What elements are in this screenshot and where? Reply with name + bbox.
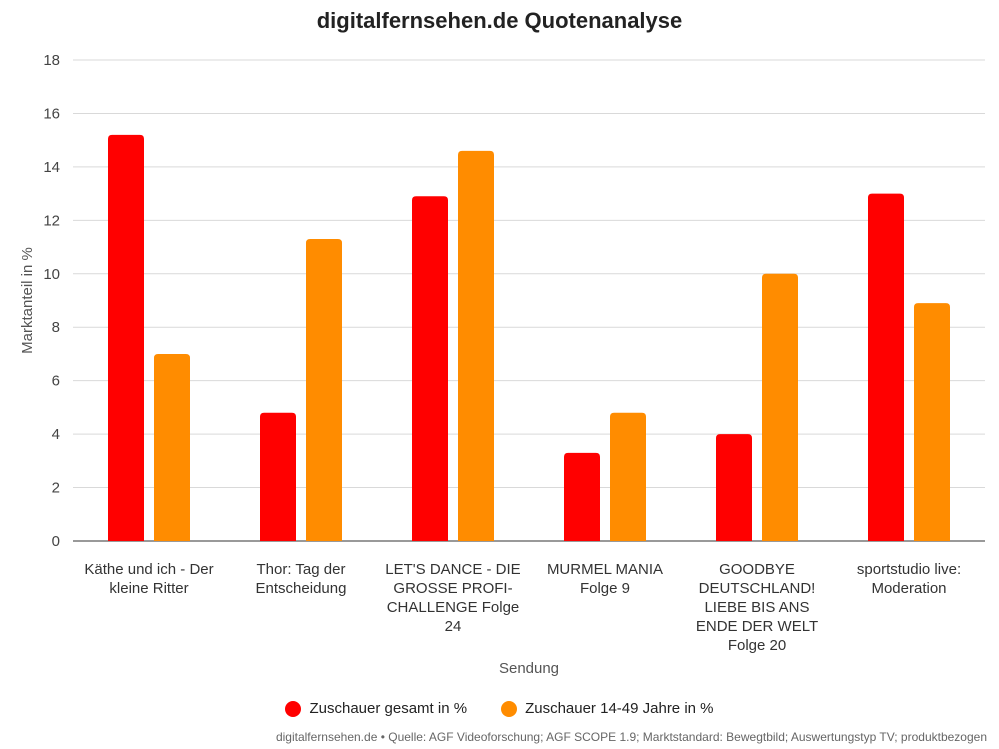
legend-swatch-total	[285, 700, 302, 717]
y-axis-ticks: 0 2 4 6 8 10 12 14 16 18	[43, 52, 60, 550]
x-category-label: MURMEL MANIA Folge 9	[547, 561, 663, 597]
bar-14-49-2[interactable]	[458, 150, 494, 541]
bar-14-49-1[interactable]	[306, 239, 342, 542]
y-axis-title: Marktanteil in %	[19, 247, 36, 354]
bar-14-49-5[interactable]	[914, 303, 950, 541]
y-tick-label: 0	[52, 533, 60, 550]
x-category-label: LET'S DANCE - DIE GROSSE PROFI-CHALLENGE …	[385, 561, 520, 635]
y-tick-label: 2	[52, 480, 60, 497]
bars	[108, 134, 950, 542]
y-tick-label: 14	[43, 159, 60, 176]
x-category-label: sportstudio live: Moderation	[857, 561, 961, 597]
y-tick-label: 8	[52, 319, 60, 336]
legend-swatch-14-49	[501, 700, 518, 717]
bar-gesamt-0[interactable]	[108, 134, 144, 542]
y-tick-label: 18	[43, 52, 60, 69]
x-category-label: GOODBYE DEUTSCHLAND! LIEBE BIS ANS ENDE DER…	[696, 561, 818, 654]
x-axis-categories: Käthe und ich - Der kleine Ritter Thor: Ta…	[84, 561, 961, 654]
legend-item-total[interactable]: Zuschauer gesamt in %	[285, 700, 467, 717]
y-tick-label: 4	[52, 426, 60, 443]
y-tick-label: 6	[52, 373, 60, 390]
bar-gesamt-4[interactable]	[716, 434, 752, 541]
bar-gesamt-3[interactable]	[564, 452, 600, 541]
y-tick-label: 10	[43, 266, 60, 283]
y-tick-label: 12	[43, 212, 60, 229]
x-category-label: Thor: Tag der Entscheidung	[256, 561, 347, 597]
bar-gesamt-1[interactable]	[260, 412, 296, 541]
x-axis-title: Sendung	[499, 660, 559, 677]
legend-label-14-49: Zuschauer 14-49 Jahre in %	[525, 700, 714, 717]
x-category-label: Käthe und ich - Der kleine Ritter	[84, 561, 213, 597]
legend-item-14-49[interactable]: Zuschauer 14-49 Jahre in %	[501, 700, 714, 717]
y-tick-label: 16	[43, 105, 60, 122]
bar-gesamt-2[interactable]	[412, 196, 448, 542]
bar-14-49-0[interactable]	[154, 353, 190, 541]
grid-lines	[73, 59, 985, 542]
bar-gesamt-5[interactable]	[868, 193, 904, 541]
source-note: digitalfernsehen.de • Quelle: AGF Videof…	[275, 730, 987, 744]
bar-14-49-4[interactable]	[762, 273, 798, 541]
legend-label-total: Zuschauer gesamt in %	[309, 700, 468, 717]
legend: Zuschauer gesamt in % Zuschauer 14-49 Ja…	[0, 700, 999, 717]
chart-title: digitalfernsehen.de Quotenanalyse	[316, 8, 683, 33]
bar-14-49-3[interactable]	[610, 412, 646, 541]
